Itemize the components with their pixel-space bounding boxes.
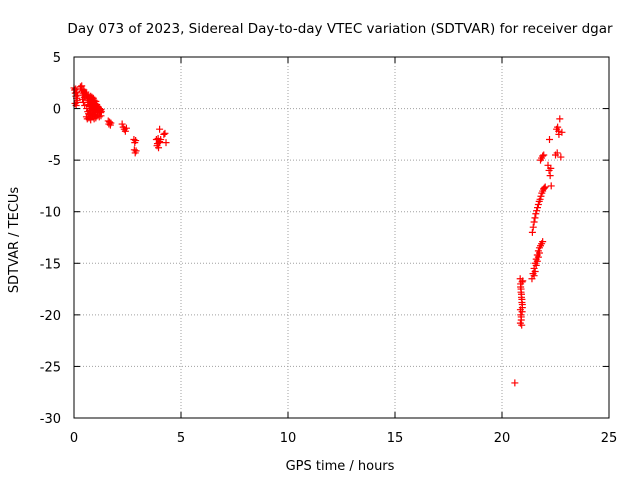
data-point	[531, 268, 539, 276]
data-point	[87, 116, 95, 124]
data-point	[529, 223, 537, 231]
data-point	[519, 277, 527, 285]
data-point	[118, 120, 126, 128]
y-tick-label: -30	[40, 412, 61, 427]
data-point	[556, 115, 564, 123]
data-point	[155, 139, 163, 147]
data-point	[73, 91, 81, 99]
data-point	[90, 96, 98, 104]
x-tick-label: 10	[280, 431, 297, 446]
data-point	[162, 139, 170, 147]
x-tick-label: 15	[387, 431, 404, 446]
data-point	[156, 125, 164, 133]
data-point	[536, 195, 544, 203]
data-point	[83, 115, 91, 123]
data-point	[161, 129, 169, 137]
data-point	[517, 313, 525, 321]
data-point	[132, 147, 140, 155]
data-point	[79, 95, 87, 103]
data-point	[122, 124, 130, 132]
data-point	[534, 253, 542, 261]
data-point	[546, 136, 554, 144]
data-point	[518, 278, 526, 286]
data-point	[160, 130, 168, 138]
data-point	[518, 308, 526, 316]
data-point	[554, 123, 562, 131]
x-tick-label: 5	[177, 431, 185, 446]
data-point	[533, 207, 541, 215]
y-tick-label: -10	[40, 206, 61, 221]
y-tick-labels: -30 -25 -20 -15 -10 -5 0 5	[40, 51, 61, 427]
data-point	[537, 192, 545, 200]
x-tick-label: 20	[494, 431, 511, 446]
data-point	[516, 319, 524, 327]
data-point	[130, 146, 138, 154]
data-point	[132, 137, 140, 145]
data-point	[532, 261, 540, 269]
data-point	[92, 97, 100, 105]
data-point	[106, 118, 114, 126]
plot-frame	[73, 56, 610, 419]
data-point	[530, 218, 538, 226]
y-tick-label: -25	[40, 360, 61, 375]
data-point	[547, 164, 555, 172]
grid-lines	[74, 57, 609, 418]
data-point	[511, 379, 519, 387]
data-point	[541, 183, 549, 191]
data-point	[95, 113, 103, 121]
data-point	[121, 127, 129, 135]
data-point	[530, 272, 538, 280]
x-tick-label: 25	[601, 431, 618, 446]
y-tick-label: -20	[40, 309, 61, 324]
y-tick-label: -5	[48, 154, 61, 169]
data-point	[78, 82, 86, 90]
data-point	[557, 153, 565, 161]
y-tick-label: 5	[53, 51, 61, 66]
x-tick-labels: 0 5 10 15 20 25	[70, 431, 617, 446]
data-point	[539, 238, 547, 246]
data-point	[528, 228, 536, 236]
data-point	[90, 115, 98, 123]
data-point	[540, 151, 548, 159]
data-point	[547, 182, 555, 190]
y-axis-title: SDTVAR / TECUs	[7, 187, 22, 294]
data-point	[531, 214, 539, 222]
data-point	[92, 114, 100, 122]
data-point	[534, 204, 542, 212]
data-point	[130, 136, 138, 144]
data-point	[73, 98, 81, 106]
data-point	[540, 184, 548, 192]
data-point	[97, 112, 105, 120]
data-point	[532, 210, 540, 218]
data-point	[539, 152, 547, 160]
axis-ticks	[73, 56, 610, 419]
y-tick-label: 0	[53, 103, 61, 118]
data-point	[546, 172, 554, 180]
data-point	[90, 108, 98, 116]
data-point	[555, 130, 563, 138]
data-points	[70, 82, 566, 387]
data-point	[107, 119, 115, 127]
y-tick-label: -15	[40, 257, 61, 272]
data-point	[553, 149, 561, 157]
x-axis-title: GPS time / hours	[286, 459, 395, 474]
data-point	[157, 136, 165, 144]
data-point	[533, 257, 541, 265]
data-point	[94, 103, 102, 111]
data-point	[535, 249, 543, 257]
x-tick-label: 0	[70, 431, 78, 446]
data-point	[534, 200, 542, 208]
chart-title: Day 073 of 2023, Sidereal Day-to-day VTE…	[67, 21, 613, 37]
